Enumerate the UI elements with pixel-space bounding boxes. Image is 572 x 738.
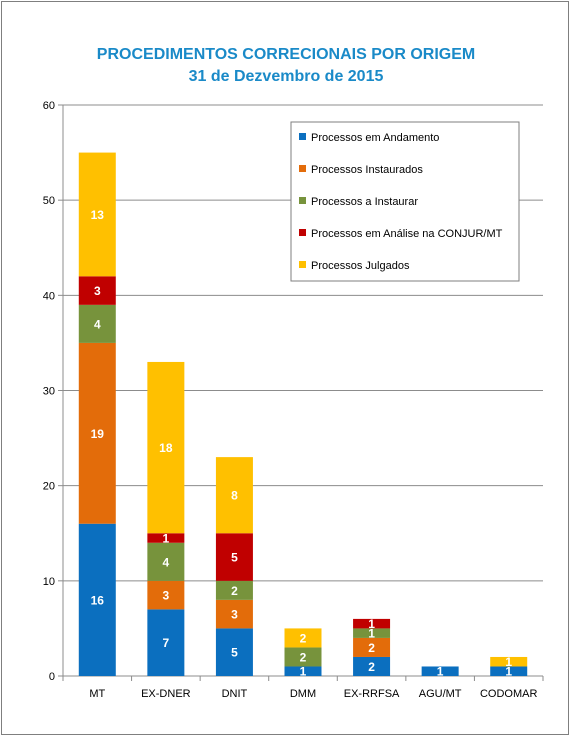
data-label: 5 <box>231 646 238 660</box>
x-tick-label: EX-DNER <box>141 688 191 700</box>
data-label: 2 <box>231 584 238 598</box>
bars <box>78 152 528 676</box>
data-label: 8 <box>231 489 238 503</box>
bar-segment <box>490 666 528 676</box>
bar-segment <box>78 304 116 343</box>
x-tick-label: MT <box>89 688 105 700</box>
bar-segment <box>147 533 185 543</box>
data-label: 16 <box>91 593 105 607</box>
y-tick-label: 10 <box>43 576 55 588</box>
data-label: 4 <box>163 555 170 569</box>
bar-segment <box>353 637 391 657</box>
data-label: 1 <box>437 665 444 679</box>
legend-swatch <box>299 133 306 140</box>
bar-segment <box>147 542 185 581</box>
bar-segment <box>78 276 116 305</box>
chart-title: PROCEDIMENTOS CORRECIONAIS POR ORIGEM <box>97 46 475 63</box>
x-tick-label: DMM <box>290 688 316 700</box>
bar-segment <box>78 152 116 277</box>
data-label: 1 <box>505 665 512 679</box>
y-tick-label: 0 <box>49 671 55 683</box>
bar-segment <box>215 580 253 600</box>
data-label: 2 <box>368 641 375 655</box>
legend-entry: Processos Julgados <box>311 260 410 272</box>
bar-segment <box>147 609 185 676</box>
legend-swatch <box>299 229 306 236</box>
data-label: 5 <box>231 551 238 565</box>
bar-segment <box>78 342 116 524</box>
bar-segment <box>284 628 322 648</box>
data-label: 1 <box>300 665 307 679</box>
axes: 0 10 20 30 40 50 60 MT EX-DNER DNIT DMM EX-RRFSA AGU… <box>43 100 544 700</box>
bar-segment <box>215 628 253 676</box>
data-label: 4 <box>94 317 101 331</box>
bar-segment <box>215 599 253 629</box>
bar-segment <box>490 656 528 667</box>
legend-entry: Processos em Análise na CONJUR/MT <box>311 228 503 240</box>
data-label: 1 <box>163 532 170 546</box>
y-tick-label: 60 <box>43 100 55 112</box>
data-label: 13 <box>91 208 105 222</box>
data-label: 3 <box>231 608 238 622</box>
legend-entry: Processos em Andamento <box>311 132 439 144</box>
legend-swatch <box>299 197 306 204</box>
data-label: 1 <box>368 617 375 631</box>
x-tick-label: EX-RRFSA <box>344 688 400 700</box>
data-label: 19 <box>91 427 105 441</box>
legend-box <box>290 121 520 282</box>
bar-segment <box>353 656 391 676</box>
legend-entry: Processos Instaurados <box>311 164 423 176</box>
bar-segment <box>215 533 253 581</box>
x-tick-label: DNIT <box>222 688 248 700</box>
data-label: 2 <box>368 660 375 674</box>
data-label: 2 <box>300 631 307 645</box>
legend-swatch <box>299 261 306 268</box>
legend: Processos em Andamento Processos Instaura… <box>290 121 520 282</box>
legend-entry: Processos a Instaurar <box>311 196 418 208</box>
y-tick-label: 50 <box>43 195 55 207</box>
data-label: 18 <box>159 441 173 455</box>
data-label: 7 <box>163 636 170 650</box>
data-label: 3 <box>163 589 170 603</box>
bar-segment <box>284 647 322 667</box>
y-tick-label: 20 <box>43 481 55 493</box>
bar-segment <box>215 457 253 534</box>
data-label: 3 <box>94 284 101 298</box>
data-label: 1 <box>368 627 375 641</box>
bar-segment <box>284 666 322 676</box>
bar-segment <box>353 618 391 629</box>
x-tick-label: AGU/MT <box>419 688 462 700</box>
x-tick-label: CODOMAR <box>480 688 538 700</box>
bar-segment <box>147 361 185 534</box>
chart-subtitle: 31 de Dezvembro de 2015 <box>189 68 384 85</box>
bar-segment <box>421 666 459 676</box>
y-tick-label: 40 <box>43 290 55 302</box>
legend-swatch <box>299 165 306 172</box>
data-label: 1 <box>505 655 512 669</box>
bar-segment <box>78 523 116 676</box>
bar-segment <box>353 628 391 638</box>
bar-segment <box>147 580 185 610</box>
y-tick-label: 30 <box>43 386 55 398</box>
data-label: 2 <box>300 650 307 664</box>
